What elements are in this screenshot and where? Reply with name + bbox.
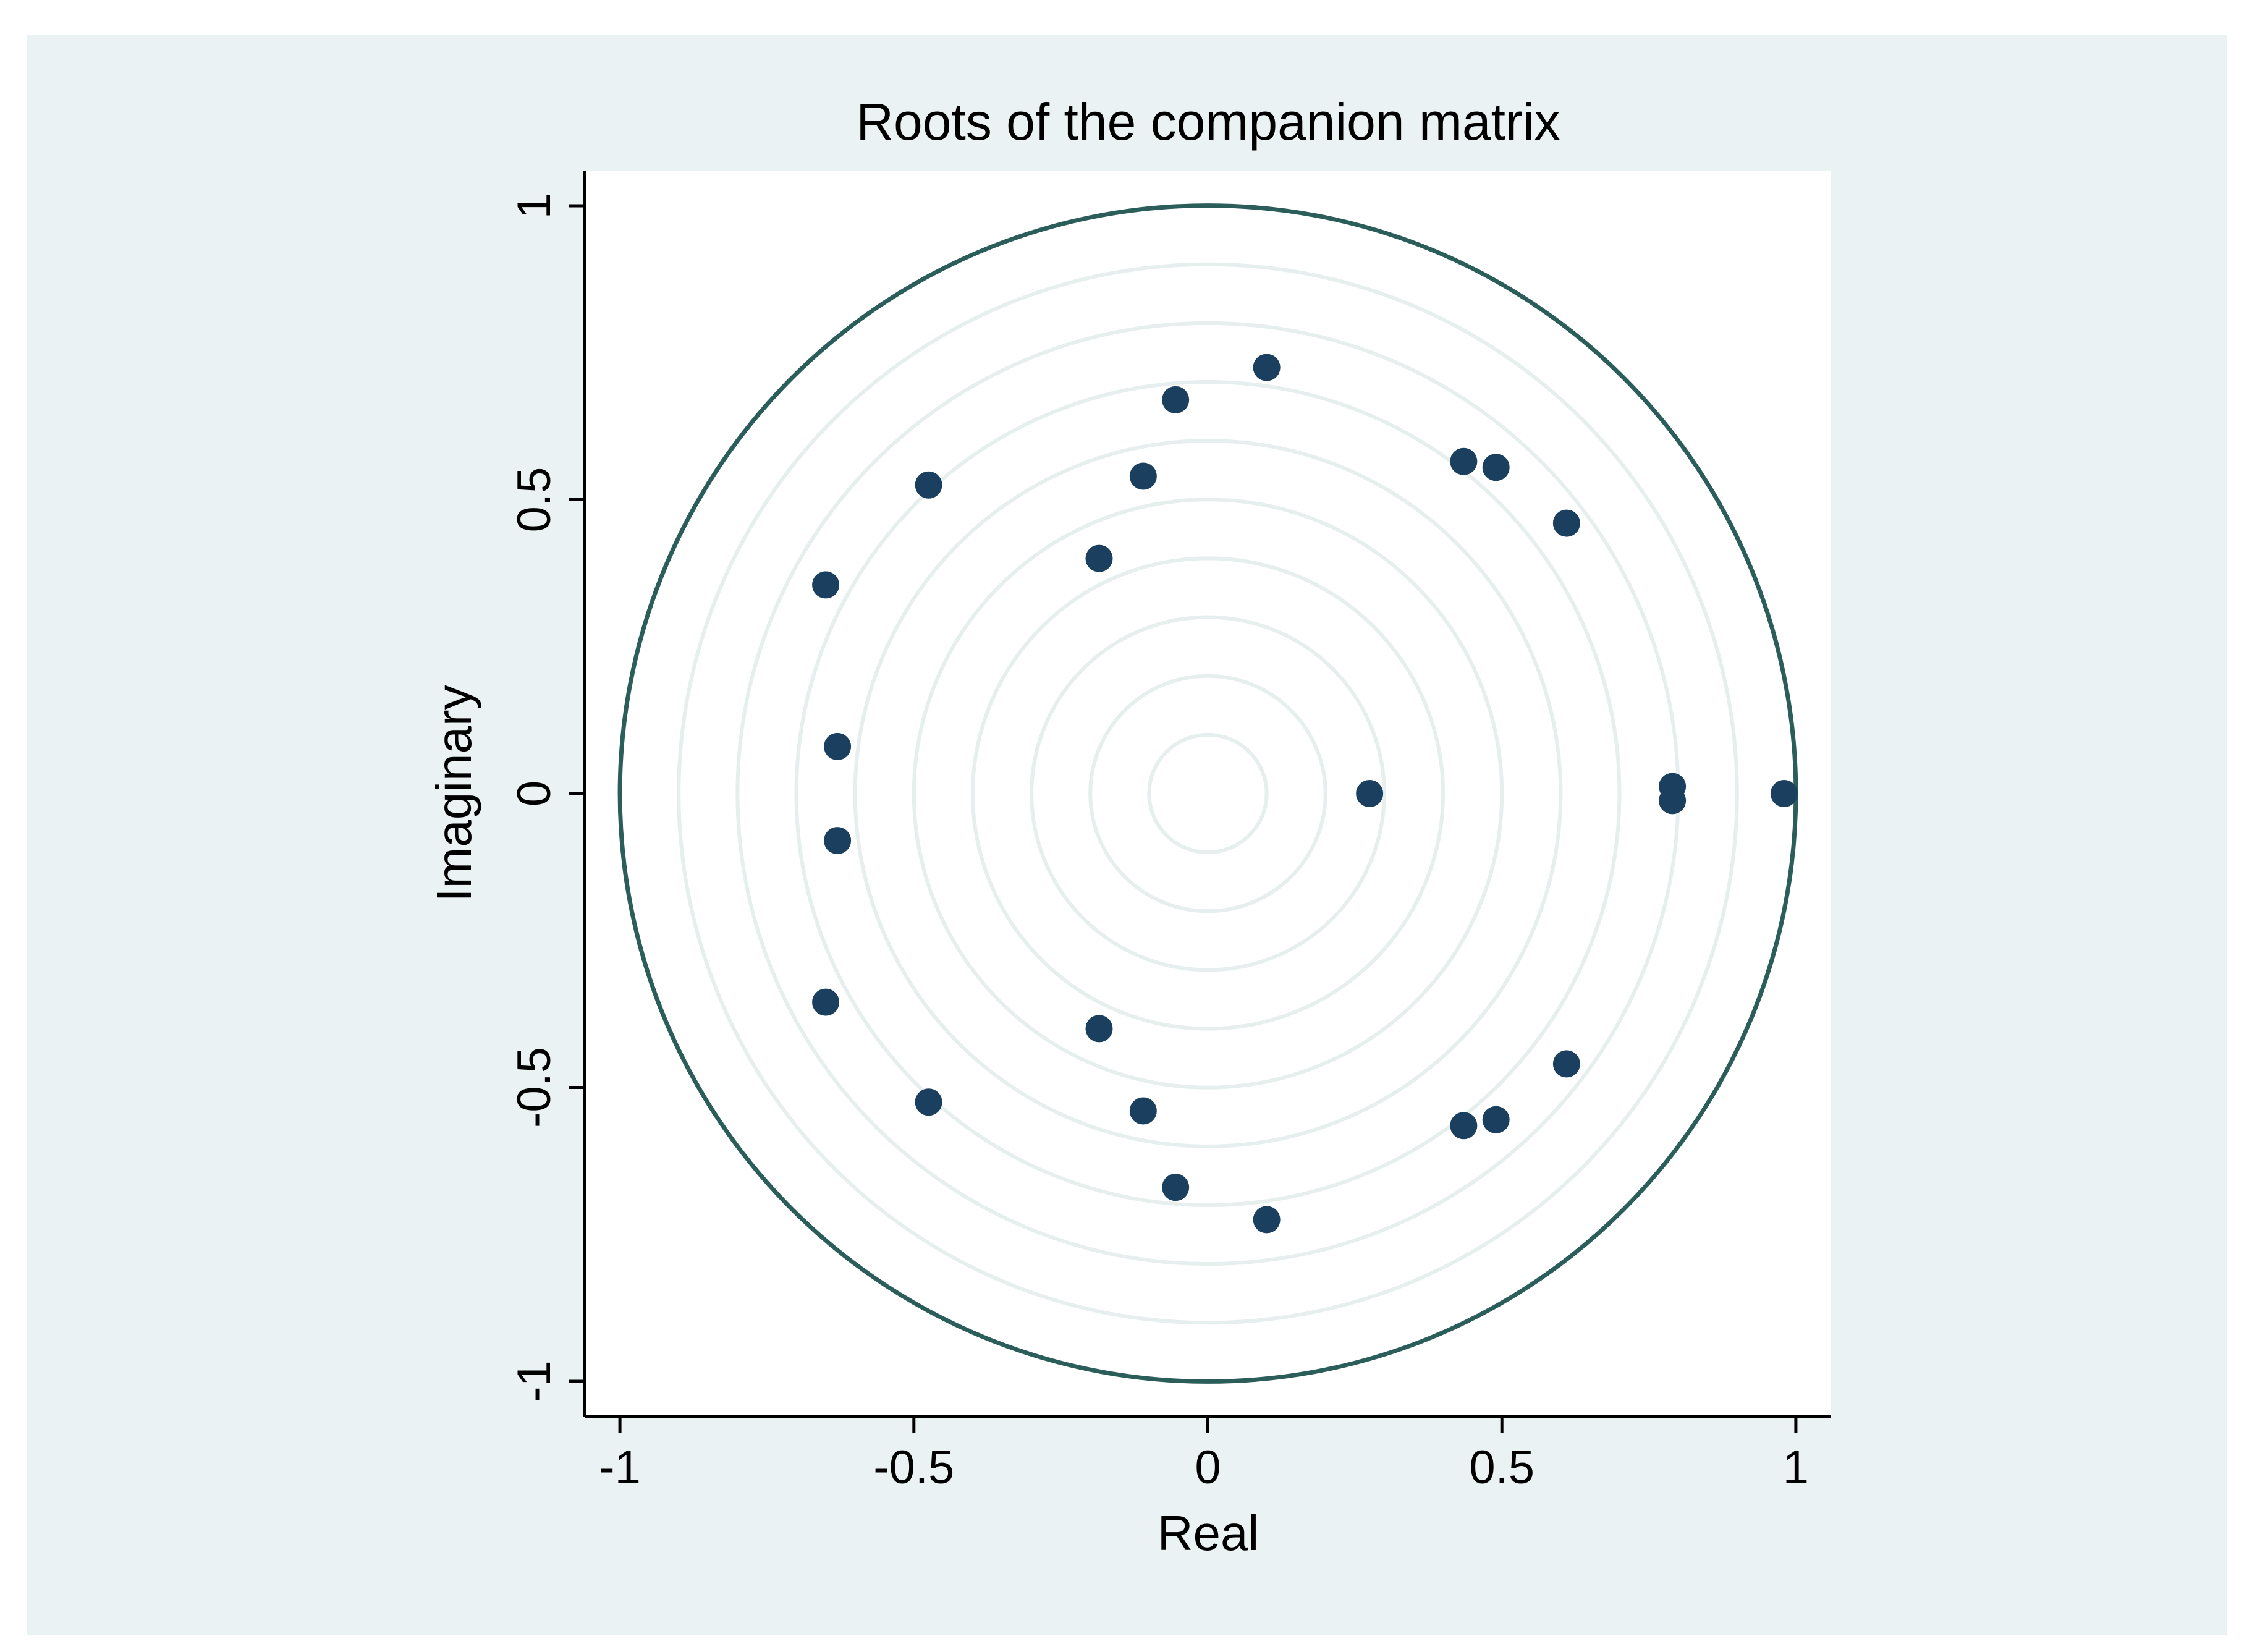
y-axis-label: Imaginary bbox=[426, 685, 481, 902]
x-tick-label: 0.5 bbox=[1469, 1441, 1534, 1494]
root-point-9 bbox=[1450, 447, 1478, 475]
root-point-21 bbox=[812, 571, 840, 599]
y-axis-ticks: -1 -0.5 0 0.5 1 bbox=[508, 193, 585, 1402]
y-tick-label: 0 bbox=[508, 781, 561, 807]
root-point-7 bbox=[1162, 386, 1190, 413]
y-tick-label: -0.5 bbox=[508, 1047, 561, 1128]
root-point-13 bbox=[1552, 509, 1580, 537]
reference-circle-1 bbox=[1147, 732, 1269, 855]
root-point-12 bbox=[1482, 1106, 1510, 1133]
y-tick-label: 1 bbox=[508, 193, 561, 219]
reference-circle-6 bbox=[853, 439, 1563, 1148]
x-tick-label: -0.5 bbox=[873, 1441, 954, 1494]
x-tick-label: -1 bbox=[599, 1441, 641, 1494]
root-point-17 bbox=[1085, 544, 1113, 572]
root-point-19 bbox=[915, 471, 942, 499]
x-axis-ticks: -1 -0.5 0 0.5 1 bbox=[599, 1417, 1809, 1494]
reference-circle-5 bbox=[912, 498, 1504, 1090]
root-point-5 bbox=[1253, 354, 1281, 381]
reference-circle-9 bbox=[677, 262, 1739, 1325]
root-point-4 bbox=[1356, 780, 1384, 807]
root-point-8 bbox=[1162, 1174, 1190, 1201]
root-point-15 bbox=[1129, 462, 1157, 490]
reference-circle-3 bbox=[1030, 615, 1386, 972]
y-tick-label: 0.5 bbox=[508, 467, 561, 533]
reference-circle-7 bbox=[794, 380, 1622, 1207]
root-point-3 bbox=[1659, 787, 1687, 815]
chart-title: Roots of the companion matrix bbox=[856, 93, 1560, 151]
y-tick-label: -1 bbox=[508, 1360, 561, 1402]
root-point-16 bbox=[1129, 1097, 1157, 1125]
root-point-18 bbox=[1085, 1015, 1113, 1043]
x-axis-label: Real bbox=[1158, 1506, 1259, 1561]
root-point-10 bbox=[1450, 1112, 1478, 1140]
root-point-6 bbox=[1253, 1206, 1281, 1234]
root-point-23 bbox=[824, 732, 852, 760]
reference-circles bbox=[677, 262, 1739, 1325]
root-point-11 bbox=[1482, 454, 1510, 481]
root-point-24 bbox=[824, 827, 852, 855]
root-point-22 bbox=[812, 988, 840, 1016]
root-point-20 bbox=[915, 1088, 942, 1116]
reference-circle-4 bbox=[970, 556, 1446, 1031]
x-tick-label: 0 bbox=[1195, 1441, 1221, 1494]
root-point-1 bbox=[1770, 780, 1798, 807]
x-tick-label: 1 bbox=[1783, 1441, 1809, 1494]
plot-area bbox=[585, 171, 1831, 1417]
reference-circle-2 bbox=[1088, 674, 1327, 913]
root-point-14 bbox=[1552, 1050, 1580, 1078]
data-points bbox=[812, 354, 1798, 1234]
